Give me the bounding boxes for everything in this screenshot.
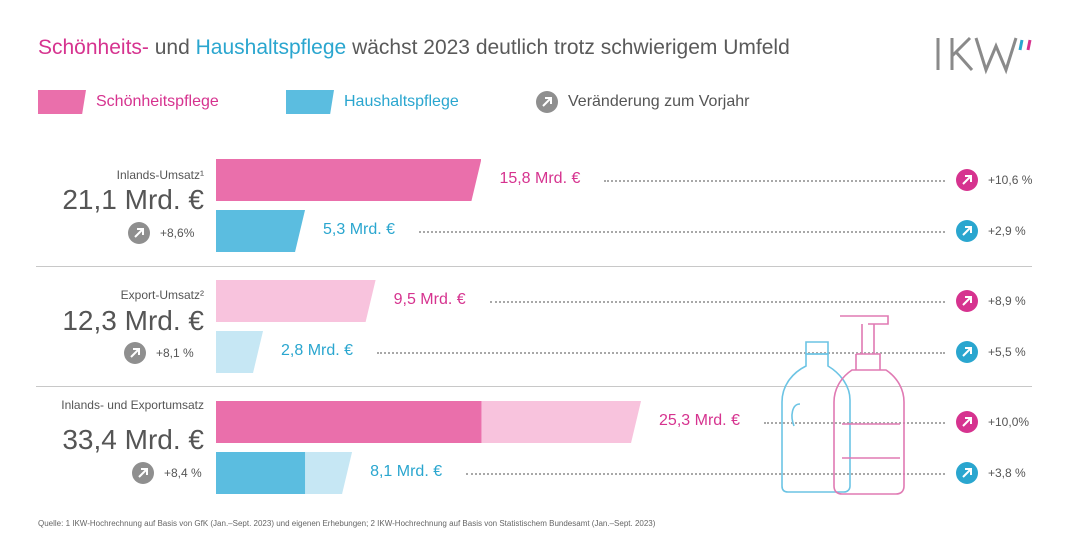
page-title: Schönheits- und Haushaltspflege wächst 2… xyxy=(38,36,790,60)
arrow-up-right-icon xyxy=(956,462,978,484)
group-total-domestic: 21,1 Mrd. € xyxy=(62,184,204,215)
bar-value-label: 5,3 Mrd. € xyxy=(323,221,396,238)
bar-beauty xyxy=(216,280,376,322)
bar-beauty xyxy=(216,159,481,201)
arrow-up-right-icon xyxy=(132,462,154,484)
group-total-export: 12,3 Mrd. € xyxy=(62,305,204,336)
dotted-leader xyxy=(489,301,945,303)
arrow-up-right-icon xyxy=(956,169,978,191)
arrow-up-right-icon xyxy=(128,222,150,244)
bar-beauty-export xyxy=(481,401,641,443)
legend-change-label: Veränderung zum Vorjahr xyxy=(568,93,750,110)
bar-change-label: +2,9 % xyxy=(988,224,1026,238)
title-rest: wächst 2023 deutlich trotz schwierigem U… xyxy=(346,36,790,59)
bar-change-label: +10,0% xyxy=(988,415,1030,429)
group-change-export: +8,1 % xyxy=(156,346,194,360)
legend-beauty-label: Schönheitspflege xyxy=(96,93,219,110)
bar-value-label: 9,5 Mrd. € xyxy=(393,291,466,308)
footnote-source: Quelle: 1 IKW-Hochrechnung auf Basis von… xyxy=(38,519,656,528)
title-household: Haushaltspflege xyxy=(195,36,347,59)
arrow-up-right-icon xyxy=(956,341,978,363)
group-total-combined: 33,4 Mrd. € xyxy=(62,424,204,455)
bar-change-label: +3,8 % xyxy=(988,466,1026,480)
group-label-combined: Inlands- und Exportumsatz xyxy=(61,398,204,412)
bar-value-label: 8,1 Mrd. € xyxy=(370,463,443,480)
group-change-domestic: +8,6% xyxy=(160,226,195,240)
group-divider xyxy=(36,266,1032,267)
dotted-leader xyxy=(466,473,945,475)
group-label-export: Export-Umsatz² xyxy=(120,288,204,302)
bar-household-domestic xyxy=(216,452,307,494)
legend-household: Haushaltspflege xyxy=(286,88,459,116)
bar-household xyxy=(216,331,263,373)
arrow-up-right-icon xyxy=(536,91,558,113)
bar-change-label: +10,6 % xyxy=(988,173,1033,187)
ikw-logo xyxy=(936,36,1032,75)
bar-beauty-domestic xyxy=(216,401,483,443)
arrow-up-right-icon xyxy=(124,342,146,364)
bar-change-label: +5,5 % xyxy=(988,345,1026,359)
arrow-up-right-icon xyxy=(956,220,978,242)
legend-household-swatch xyxy=(286,90,334,114)
bar-value-label: 15,8 Mrd. € xyxy=(499,170,581,187)
bar-value-label: 2,8 Mrd. € xyxy=(281,342,354,359)
legend-household-label: Haushaltspflege xyxy=(344,93,459,110)
title-and: und xyxy=(148,36,196,59)
arrow-up-right-icon xyxy=(956,290,978,312)
group-label-domestic: Inlands-Umsatz¹ xyxy=(116,168,204,182)
arrow-up-right-icon xyxy=(956,411,978,433)
dotted-leader xyxy=(763,422,945,424)
dotted-leader xyxy=(377,352,945,354)
legend-beauty-swatch xyxy=(38,90,86,114)
group-change-combined: +8,4 % xyxy=(164,466,202,480)
bar-value-label: 25,3 Mrd. € xyxy=(659,412,740,429)
legend-change: Veränderung zum Vorjahr xyxy=(536,88,749,116)
legend-beauty: Schönheitspflege xyxy=(38,88,219,116)
dotted-leader xyxy=(604,180,945,182)
bar-household-export xyxy=(305,452,352,494)
bar-change-label: +8,9 % xyxy=(988,294,1026,308)
dotted-leader xyxy=(419,231,945,233)
bottle-illustration xyxy=(781,315,905,495)
bar-household xyxy=(216,210,305,252)
group-divider xyxy=(36,386,1032,387)
title-beauty: Schönheits- xyxy=(38,36,149,59)
